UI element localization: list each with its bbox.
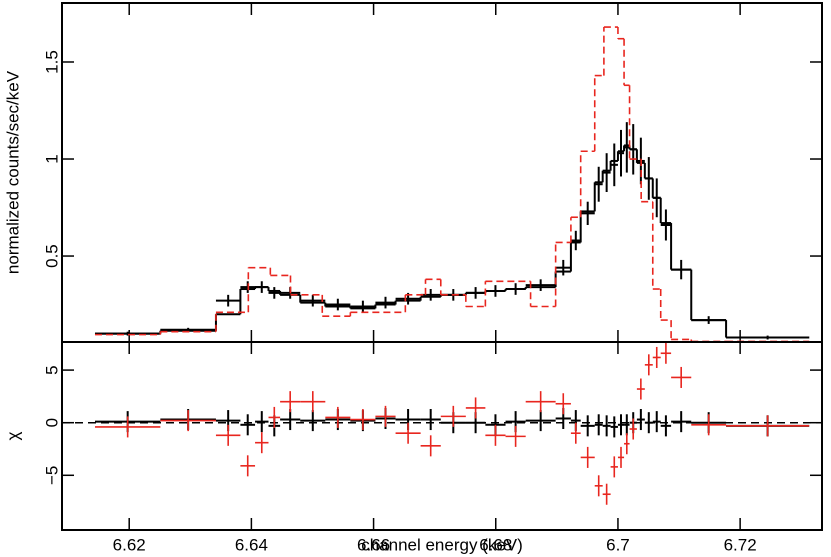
x-tick-label: 6.72 xyxy=(724,535,757,554)
y-tick-label: 1 xyxy=(42,154,61,163)
x-tick-label: 6.62 xyxy=(113,535,146,554)
x-tick-label: 6.7 xyxy=(606,535,630,554)
x-axis-label: channel energy (keV) xyxy=(361,535,523,554)
y-axis-label: normalized counts/sec/keV xyxy=(3,70,22,274)
x-tick-label: 6.66 xyxy=(357,535,390,554)
x-tick-label: 6.64 xyxy=(235,535,268,554)
y-tick-label: 0.5 xyxy=(42,244,61,268)
plot-frame xyxy=(61,2,823,343)
y-tick-label: 5 xyxy=(42,365,61,374)
y-axis-label: χ xyxy=(3,431,22,440)
plot-frame xyxy=(61,341,823,531)
x-tick-label: 6.68 xyxy=(479,535,512,554)
y-tick-label: 0 xyxy=(42,418,61,427)
y-tick-label: −5 xyxy=(42,466,61,485)
y-tick-label: 1.5 xyxy=(42,50,61,74)
